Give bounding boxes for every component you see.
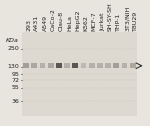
FancyBboxPatch shape [23, 63, 29, 68]
Text: A549: A549 [42, 15, 48, 31]
Text: HeLa: HeLa [67, 15, 72, 31]
FancyBboxPatch shape [48, 63, 54, 68]
Text: 95: 95 [11, 72, 19, 77]
Text: K562: K562 [84, 15, 88, 31]
FancyBboxPatch shape [89, 63, 95, 68]
FancyBboxPatch shape [64, 63, 70, 68]
Text: Clau-8: Clau-8 [59, 11, 64, 31]
Text: MCF-7: MCF-7 [92, 11, 97, 31]
Text: THP-1: THP-1 [116, 13, 121, 31]
FancyBboxPatch shape [72, 63, 78, 68]
Text: 72: 72 [11, 78, 19, 83]
Text: CaCo-2: CaCo-2 [51, 8, 56, 31]
Text: A431: A431 [34, 15, 39, 31]
Text: 36: 36 [11, 99, 19, 104]
Text: 130: 130 [7, 64, 19, 69]
Text: 293: 293 [26, 19, 31, 31]
FancyBboxPatch shape [97, 63, 103, 68]
FancyBboxPatch shape [22, 32, 137, 116]
Text: 3T3/NIH: 3T3/NIH [124, 6, 130, 31]
Text: HepG2: HepG2 [75, 10, 80, 31]
FancyBboxPatch shape [81, 63, 86, 68]
Text: SH-SY-SH: SH-SY-SH [108, 2, 113, 31]
FancyBboxPatch shape [40, 63, 45, 68]
FancyBboxPatch shape [113, 63, 119, 68]
Text: Jurkat: Jurkat [100, 12, 105, 31]
Text: KDa: KDa [6, 38, 19, 43]
FancyBboxPatch shape [31, 63, 37, 68]
FancyBboxPatch shape [105, 63, 111, 68]
FancyBboxPatch shape [56, 63, 62, 68]
Text: 250: 250 [7, 46, 19, 51]
Text: T8U29: T8U29 [133, 11, 138, 31]
Text: 55: 55 [11, 85, 19, 90]
FancyBboxPatch shape [122, 63, 128, 68]
FancyBboxPatch shape [130, 63, 136, 68]
